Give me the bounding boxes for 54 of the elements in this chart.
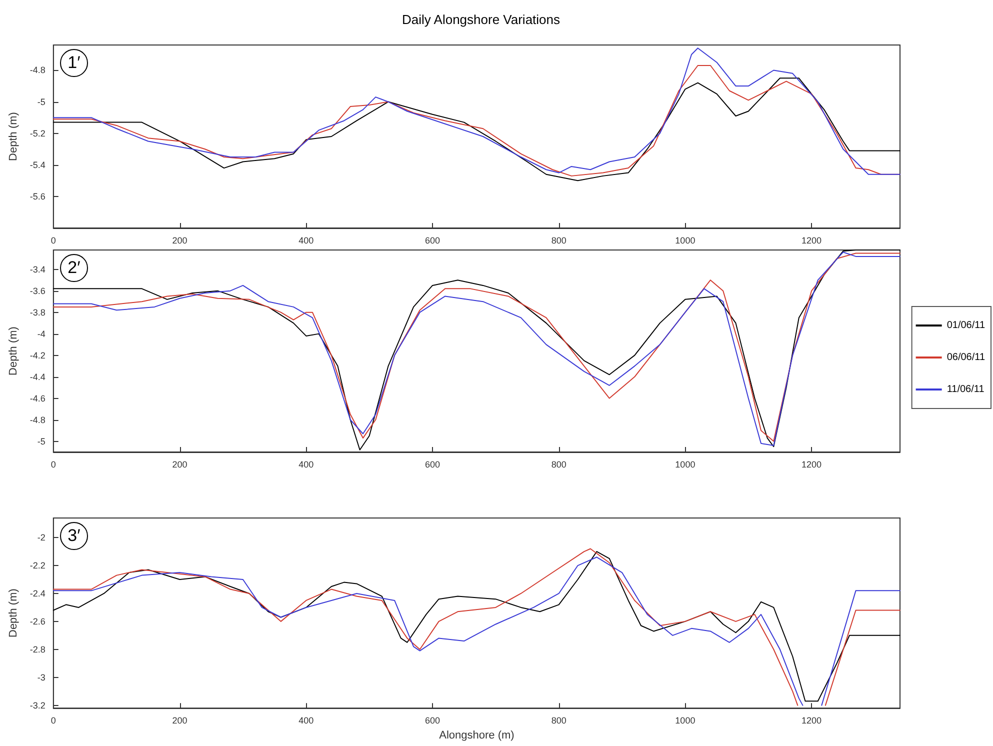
y-axis-title: Depth (m) [8, 588, 20, 638]
x-tick-label: 400 [298, 716, 314, 726]
y-tick-label: -5.6 [30, 191, 46, 202]
y-tick-label: -5.2 [30, 128, 46, 138]
x-tick-label: 0 [50, 236, 56, 246]
annotation: 3′ [60, 522, 88, 550]
legend-label: 11/06/11 [946, 384, 985, 395]
y-tick-label: -4.4 [30, 372, 46, 382]
x-tick-label: 200 [172, 460, 188, 470]
y-tick-label: -2.4 [30, 588, 46, 598]
x-tick-label: 600 [424, 716, 440, 726]
y-tick-label: -5 [37, 436, 46, 446]
x-tick-label: 400 [298, 236, 314, 246]
x-tick-label: 600 [424, 460, 440, 470]
y-tick-label: -3 [37, 672, 46, 682]
y-tick-label: -3.4 [30, 264, 46, 274]
annotation: 2′ [60, 254, 88, 282]
y-tick-label: -2.8 [30, 644, 46, 654]
x-tick-label: 1200 [802, 716, 822, 726]
y-tick-label: -5.4 [30, 160, 46, 170]
x-tick-label: 1200 [802, 236, 822, 246]
x-tick-label: 1200 [802, 460, 822, 470]
x-tick-label: 0 [50, 460, 56, 470]
x-tick-label: 200 [172, 716, 188, 726]
x-tick-label: 800 [551, 716, 566, 726]
y-tick-label: -4.2 [30, 350, 46, 360]
x-tick-label: 400 [298, 460, 314, 470]
y-tick-label: -2.6 [30, 616, 46, 626]
annotation: 1′ [60, 49, 88, 77]
x-tick-label: 800 [551, 460, 566, 470]
x-tick-label: 1000 [675, 236, 696, 246]
x-tick-label: 200 [172, 236, 188, 246]
y-tick-label: -5 [37, 96, 46, 107]
x-tick-label: 1000 [675, 460, 696, 470]
y-tick-label: -3.6 [30, 286, 46, 296]
y-tick-label: -4.8 [30, 65, 46, 76]
y-tick-label: -4.8 [30, 414, 46, 425]
x-tick-label: 600 [424, 236, 440, 246]
line-series [52, 78, 900, 182]
chart-title: Daily Alongshore Variations [402, 12, 561, 27]
legend-label: 06/06/11 [946, 352, 986, 363]
x-tick-label: 1000 [675, 716, 696, 726]
y-axis-title: Depth (m) [8, 326, 20, 376]
y-tick-label: -3.8 [30, 307, 46, 318]
y-tick-label: -2.2 [30, 560, 46, 571]
y-tick-label: -3.2 [30, 700, 46, 710]
x-tick-label: 0 [50, 716, 56, 726]
y-axis-title: Depth (m) [8, 112, 20, 161]
y-tick-label: -4.6 [30, 393, 46, 404]
legend-label: 01/06/11 [946, 320, 986, 331]
y-tick-label: -4 [37, 328, 46, 339]
y-tick-label: -2 [37, 532, 46, 543]
x-tick-label: 800 [551, 236, 566, 246]
x-axis-title: Alongshore (m) [439, 730, 514, 742]
